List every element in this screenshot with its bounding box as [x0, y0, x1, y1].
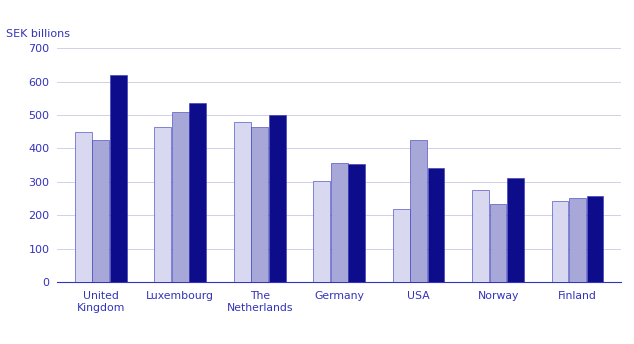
Bar — [75, 132, 92, 282]
Text: SEK billions: SEK billions — [6, 29, 70, 39]
Bar — [552, 201, 569, 282]
Bar — [586, 196, 604, 282]
Bar — [348, 164, 365, 282]
Bar — [331, 163, 347, 282]
Bar — [155, 127, 171, 282]
Bar — [313, 181, 330, 282]
Bar — [234, 122, 250, 282]
Bar — [472, 190, 489, 282]
Bar — [251, 127, 268, 282]
Bar — [428, 169, 444, 282]
Bar — [93, 140, 109, 282]
Bar — [190, 103, 206, 282]
Bar — [507, 178, 524, 282]
Bar — [569, 198, 586, 282]
Bar — [269, 115, 285, 282]
Bar — [410, 140, 427, 282]
Bar — [490, 204, 507, 282]
Bar — [172, 112, 188, 282]
Bar — [110, 75, 127, 282]
Bar — [393, 209, 410, 282]
